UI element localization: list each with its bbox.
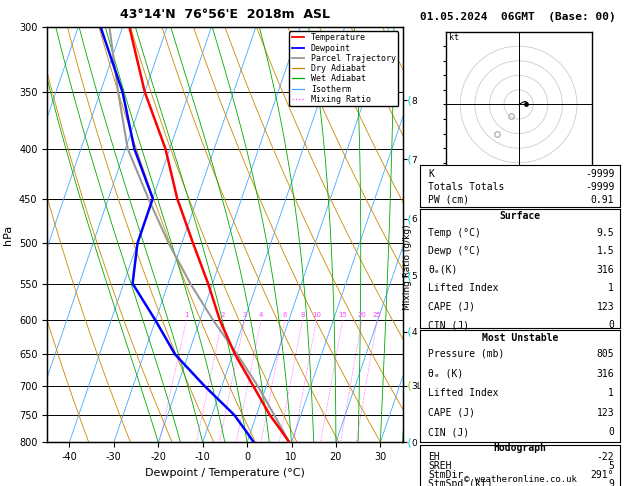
Text: Pressure (mb): Pressure (mb)	[428, 349, 504, 359]
Text: ⟨: ⟨	[406, 95, 413, 105]
Text: 4: 4	[259, 312, 263, 318]
Text: 1.5: 1.5	[596, 246, 614, 256]
Text: EH: EH	[428, 452, 440, 462]
Text: 291°: 291°	[591, 470, 614, 480]
Text: PW (cm): PW (cm)	[428, 195, 469, 205]
Text: 2: 2	[220, 312, 225, 318]
Text: 123: 123	[596, 408, 614, 417]
Text: Surface: Surface	[499, 211, 541, 221]
Text: 805: 805	[596, 349, 614, 359]
Text: θₑ(K): θₑ(K)	[428, 265, 457, 275]
Text: 25: 25	[372, 312, 381, 318]
Text: Mixing Ratio (g/kg): Mixing Ratio (g/kg)	[403, 225, 412, 310]
Text: ⟨: ⟨	[406, 214, 413, 224]
Text: -9999: -9999	[585, 182, 614, 192]
Text: ⟨: ⟨	[406, 437, 413, 447]
Text: ⟨: ⟨	[406, 154, 413, 164]
Text: 9: 9	[608, 480, 614, 486]
Text: ⟨: ⟨	[406, 271, 413, 281]
Text: StmDir: StmDir	[428, 470, 464, 480]
Legend: Temperature, Dewpoint, Parcel Trajectory, Dry Adiabat, Wet Adiabat, Isotherm, Mi: Temperature, Dewpoint, Parcel Trajectory…	[289, 31, 398, 106]
Text: kt: kt	[448, 34, 459, 42]
Text: 8: 8	[300, 312, 304, 318]
Text: 3: 3	[242, 312, 247, 318]
Text: Lifted Index: Lifted Index	[428, 388, 499, 398]
Text: 1: 1	[608, 283, 614, 293]
Text: 316: 316	[596, 265, 614, 275]
Text: -9999: -9999	[585, 169, 614, 179]
Text: θₑ (K): θₑ (K)	[428, 368, 464, 379]
Text: K: K	[428, 169, 434, 179]
Title: 43°14'N  76°56'E  2018m  ASL: 43°14'N 76°56'E 2018m ASL	[120, 8, 330, 21]
X-axis label: Dewpoint / Temperature (°C): Dewpoint / Temperature (°C)	[145, 468, 305, 478]
Text: 5: 5	[608, 461, 614, 471]
Text: StmSpd (kt): StmSpd (kt)	[428, 480, 493, 486]
Text: 15: 15	[338, 312, 347, 318]
Text: SREH: SREH	[428, 461, 452, 471]
Text: 316: 316	[596, 368, 614, 379]
Text: 10: 10	[312, 312, 321, 318]
Y-axis label: hPa: hPa	[3, 225, 13, 244]
Text: 20: 20	[357, 312, 366, 318]
Text: 6: 6	[282, 312, 287, 318]
Text: CAPE (J): CAPE (J)	[428, 302, 475, 312]
Text: ⟨: ⟨	[406, 327, 413, 336]
Text: 0.91: 0.91	[591, 195, 614, 205]
Text: Totals Totals: Totals Totals	[428, 182, 504, 192]
Text: CIN (J): CIN (J)	[428, 320, 469, 330]
Text: CAPE (J): CAPE (J)	[428, 408, 475, 417]
Text: Temp (°C): Temp (°C)	[428, 228, 481, 238]
Text: 0: 0	[608, 320, 614, 330]
Text: 123: 123	[596, 302, 614, 312]
Text: -22: -22	[596, 452, 614, 462]
Text: Most Unstable: Most Unstable	[482, 333, 559, 343]
Text: © weatheronline.co.uk: © weatheronline.co.uk	[464, 474, 577, 484]
Text: 1: 1	[184, 312, 189, 318]
Text: Hodograph: Hodograph	[494, 443, 547, 453]
Text: Dewp (°C): Dewp (°C)	[428, 246, 481, 256]
Text: 01.05.2024  06GMT  (Base: 00): 01.05.2024 06GMT (Base: 00)	[420, 12, 616, 22]
Y-axis label: km
ASL: km ASL	[437, 226, 458, 243]
Text: 9.5: 9.5	[596, 228, 614, 238]
Text: 0: 0	[608, 427, 614, 437]
Text: CIN (J): CIN (J)	[428, 427, 469, 437]
Text: ⟨: ⟨	[406, 381, 413, 391]
Text: 1: 1	[608, 388, 614, 398]
Text: Lifted Index: Lifted Index	[428, 283, 499, 293]
